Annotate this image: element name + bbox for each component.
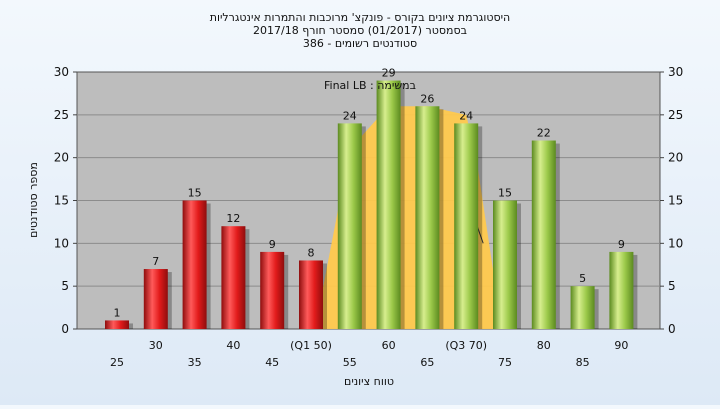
- bars: [105, 80, 638, 330]
- bar-data-label: 15: [498, 187, 512, 200]
- bar: [337, 123, 362, 330]
- y-tick-label-left: 25: [54, 108, 69, 122]
- bar: [415, 106, 440, 330]
- y-axis-title: מספר סטודנטים: [27, 162, 40, 238]
- bar: [221, 226, 246, 329]
- chart-title-line-2: בסמסטר (01/2017) סמסטר חורף 2017/18: [253, 24, 467, 37]
- y-axis-right: 0 5 10 15 20 25 30: [660, 65, 683, 336]
- y-tick-label-right: 10: [668, 236, 683, 250]
- y-tick-label-left: 5: [61, 279, 69, 293]
- y-tick-label-right: 30: [668, 65, 683, 79]
- chart-title: היסטוגרמת ציונים בקורס - פונקצ' מרוכבות …: [210, 11, 511, 50]
- bar-data-label: 29: [382, 67, 396, 80]
- x-axis-title: טווח ציונים: [344, 375, 394, 388]
- x-tick-label: 85: [576, 356, 590, 369]
- y-tick-label-left: 20: [54, 151, 69, 165]
- x-tick-label: 60: [382, 339, 396, 352]
- x-tick-label: 75: [498, 356, 512, 369]
- chart-title-line-3: 386 - סטודנטים רשומים: [303, 37, 417, 50]
- bar-data-label: 24: [343, 109, 357, 122]
- bar-data-label: 15: [188, 187, 202, 200]
- bar: [531, 140, 556, 329]
- y-tick-label-right: 15: [668, 194, 683, 208]
- bar-data-label: 9: [269, 238, 276, 251]
- bar: [376, 80, 401, 329]
- x-axis: 25 30 35 40 45 (Q1 50) 55 60 65 (Q3 70) 75 80 85 90: [110, 339, 628, 369]
- y-tick-label-right: 20: [668, 151, 683, 165]
- x-tick-label: 45: [265, 356, 279, 369]
- bar-data-label: 8: [308, 246, 315, 259]
- x-tick-label: 35: [188, 356, 202, 369]
- x-tick-label: 30: [149, 339, 163, 352]
- bar-data-label: 26: [420, 92, 434, 105]
- bar: [454, 123, 479, 330]
- x-tick-label: 80: [537, 339, 551, 352]
- y-tick-label-right: 0: [668, 322, 676, 336]
- x-tick-label: 40: [226, 339, 240, 352]
- y-tick-label-left: 0: [61, 322, 69, 336]
- x-tick-label: (Q3 70): [445, 339, 487, 352]
- bar-data-label: 24: [459, 109, 473, 122]
- x-tick-label: 65: [420, 356, 434, 369]
- y-tick-label-left: 30: [54, 65, 69, 79]
- bar: [260, 251, 285, 329]
- x-tick-label: 55: [343, 356, 357, 369]
- x-tick-label: 90: [614, 339, 628, 352]
- bar-data-label: 22: [537, 127, 551, 140]
- y-tick-label-right: 25: [668, 108, 683, 122]
- bar-data-label: 9: [618, 238, 625, 251]
- bar: [609, 251, 634, 329]
- data-labels: 1 7 15 12 9 8 24 29 26 24 15 22 5 9: [114, 67, 625, 320]
- annotation-label: Final LB : במשימה: [324, 79, 416, 92]
- bar: [570, 286, 595, 329]
- chart-title-line-1: היסטוגרמת ציונים בקורס - פונקצ' מרוכבות …: [210, 11, 511, 24]
- bar-data-label: 12: [226, 212, 240, 225]
- x-tick-label: (Q1 50): [290, 339, 332, 352]
- bar: [105, 320, 129, 329]
- bar-data-label: 1: [114, 306, 121, 319]
- y-tick-label-left: 10: [54, 236, 69, 250]
- bar-data-label: 7: [152, 255, 159, 268]
- x-tick-label: 25: [110, 356, 124, 369]
- y-tick-label-right: 5: [668, 279, 676, 293]
- bar: [182, 200, 207, 329]
- bar-data-label: 5: [579, 272, 586, 285]
- bar: [143, 269, 168, 329]
- y-tick-label-left: 15: [54, 194, 69, 208]
- y-axis-left: 0 5 10 15 20 25 30: [54, 65, 77, 336]
- bar: [299, 260, 323, 329]
- bar: [493, 200, 517, 329]
